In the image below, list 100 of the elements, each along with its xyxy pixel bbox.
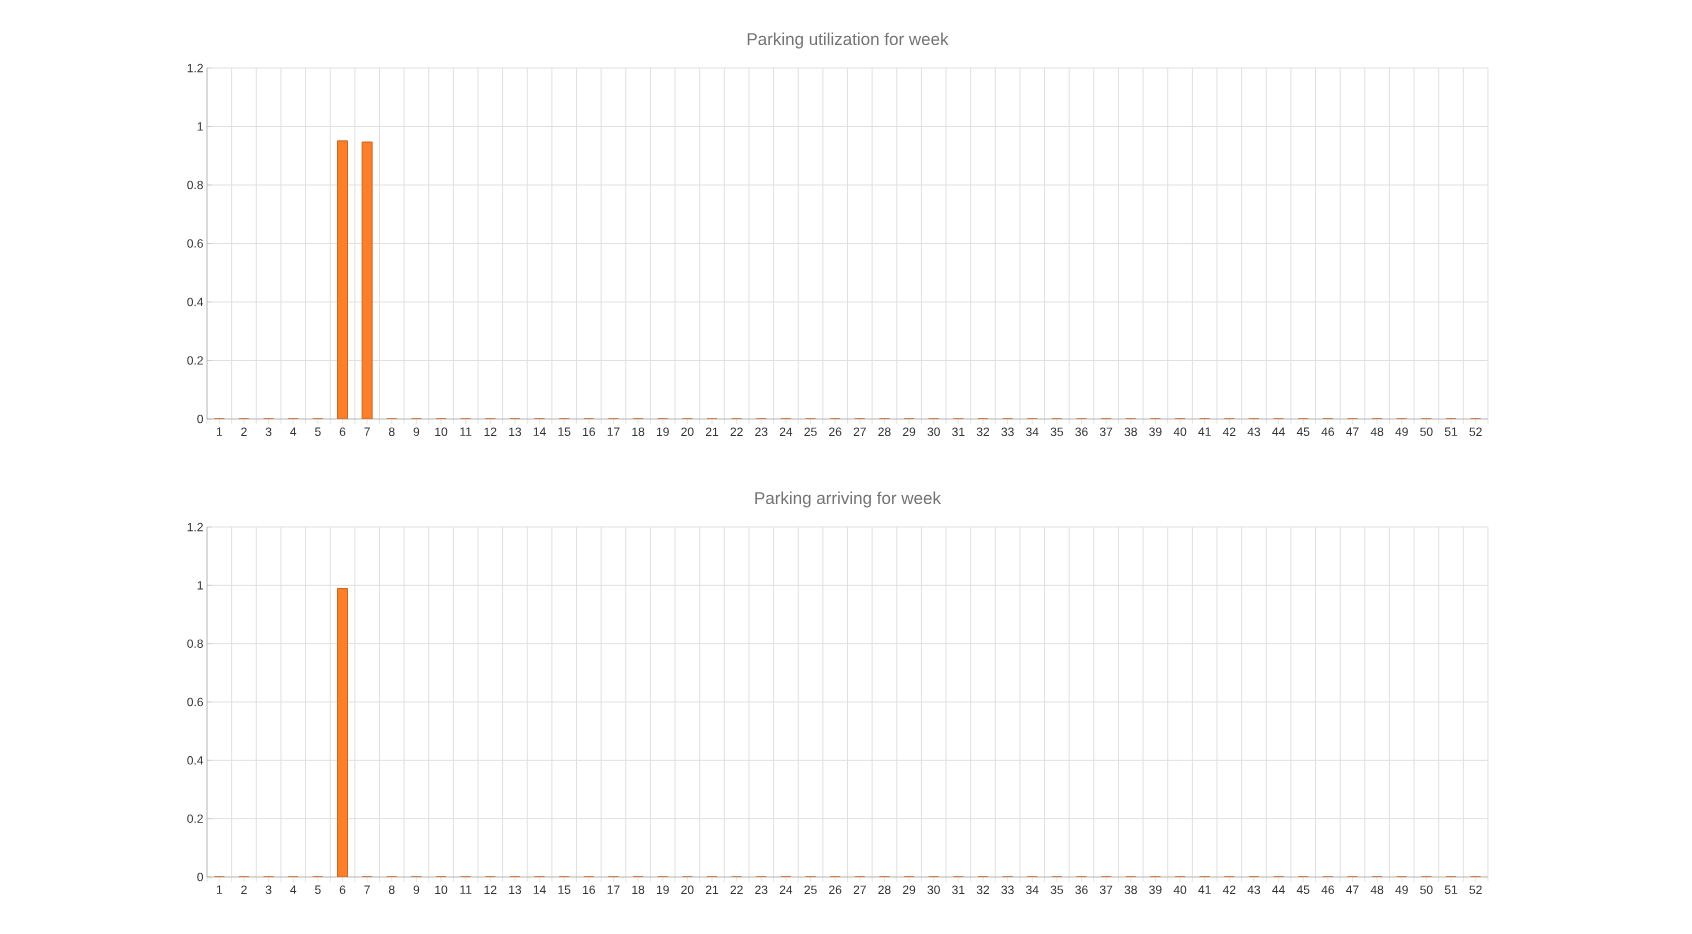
y-tick-label: 1.2 bbox=[187, 63, 203, 73]
x-tick-label: 11 bbox=[460, 885, 472, 894]
x-tick-label: 36 bbox=[1075, 885, 1088, 895]
x-tick-label: 18 bbox=[632, 885, 645, 895]
x-tick-label: 50 bbox=[1420, 885, 1433, 895]
x-tick-label: 28 bbox=[878, 427, 891, 437]
y-tick-label: 0.8 bbox=[187, 639, 203, 648]
y-tick-label: 0.2 bbox=[187, 356, 203, 365]
x-tick-label: 46 bbox=[1321, 885, 1334, 895]
x-tick-label: 24 bbox=[779, 427, 793, 436]
x-tick-label: 7 bbox=[364, 885, 370, 894]
y-tick-label: 1.2 bbox=[187, 522, 203, 532]
x-tick-label: 16 bbox=[583, 885, 595, 895]
x-tick-label: 13 bbox=[509, 427, 522, 437]
x-tick-label: 43 bbox=[1247, 885, 1261, 895]
x-tick-label: 50 bbox=[1420, 427, 1433, 437]
x-tick-label: 17 bbox=[607, 427, 620, 436]
x-tick-label: 31 bbox=[952, 427, 965, 437]
x-tick-label: 37 bbox=[1099, 427, 1113, 437]
x-tick-label: 23 bbox=[755, 427, 768, 437]
x-tick-label: 14 bbox=[533, 885, 546, 894]
x-tick-label: 43 bbox=[1247, 427, 1261, 437]
x-tick-label: 52 bbox=[1469, 885, 1482, 895]
x-tick-label: 52 bbox=[1469, 427, 1482, 437]
x-tick-label: 8 bbox=[388, 885, 395, 895]
y-tick-label: 0.6 bbox=[187, 239, 203, 248]
x-tick-label: 42 bbox=[1222, 885, 1236, 894]
x-tick-label: 48 bbox=[1370, 885, 1384, 895]
x-tick-label: 32 bbox=[976, 427, 990, 437]
x-tick-label: 10 bbox=[435, 885, 448, 895]
x-tick-label: 6 bbox=[339, 427, 346, 437]
x-tick-label: 2 bbox=[241, 885, 247, 894]
x-tick-label: 35 bbox=[1050, 427, 1064, 437]
x-tick-label: 7 bbox=[364, 427, 370, 436]
x-tick-label: 26 bbox=[829, 427, 842, 437]
x-tick-label: 22 bbox=[730, 885, 743, 894]
x-tick-label: 11 bbox=[460, 427, 472, 436]
x-tick-label: 44 bbox=[1272, 885, 1285, 894]
x-tick-label: 30 bbox=[927, 427, 940, 437]
x-tick-label: 25 bbox=[804, 885, 817, 895]
x-tick-label: 14 bbox=[533, 427, 546, 436]
x-tick-label: 31 bbox=[952, 885, 965, 895]
x-tick-label: 40 bbox=[1173, 885, 1187, 895]
x-tick-label: 3 bbox=[265, 427, 272, 437]
x-tick-label: 32 bbox=[976, 885, 990, 895]
x-tick-label: 15 bbox=[558, 427, 571, 436]
chart-title: Parking utilization for week bbox=[747, 32, 949, 49]
x-tick-label: 44 bbox=[1272, 427, 1285, 436]
x-tick-label: 15 bbox=[558, 885, 571, 894]
x-tick-label: 17 bbox=[607, 885, 620, 894]
x-tick-label: 29 bbox=[902, 885, 916, 895]
x-tick-label: 6 bbox=[339, 885, 346, 895]
x-tick-label: 28 bbox=[878, 885, 891, 895]
x-tick-label: 26 bbox=[829, 885, 842, 895]
x-tick-label: 48 bbox=[1370, 427, 1384, 437]
x-tick-label: 13 bbox=[509, 885, 522, 895]
x-tick-label: 22 bbox=[730, 427, 743, 436]
x-tick-label: 1 bbox=[216, 885, 223, 894]
x-tick-label: 5 bbox=[315, 885, 321, 894]
y-tick-label: 0.4 bbox=[187, 756, 204, 765]
x-tick-label: 9 bbox=[413, 885, 420, 895]
x-tick-label: 25 bbox=[804, 427, 817, 437]
x-tick-label: 47 bbox=[1346, 427, 1359, 436]
x-tick-label: 47 bbox=[1346, 885, 1359, 894]
x-tick-label: 3 bbox=[265, 885, 272, 895]
x-tick-label: 4 bbox=[290, 427, 297, 436]
x-tick-label: 10 bbox=[435, 427, 448, 437]
x-tick-label: 24 bbox=[779, 885, 793, 894]
x-tick-label: 23 bbox=[755, 885, 768, 895]
x-tick-label: 41 bbox=[1198, 885, 1211, 894]
x-tick-label: 16 bbox=[583, 427, 595, 437]
x-tick-label: 21 bbox=[705, 427, 719, 436]
x-tick-label: 18 bbox=[632, 427, 645, 437]
x-tick-label: 36 bbox=[1075, 427, 1088, 437]
x-tick-label: 49 bbox=[1395, 885, 1408, 895]
x-tick-label: 12 bbox=[484, 427, 497, 436]
x-tick-label: 20 bbox=[681, 885, 694, 895]
x-tick-label: 4 bbox=[290, 885, 297, 894]
x-tick-label: 27 bbox=[853, 427, 866, 436]
y-tick-label: 0.4 bbox=[187, 297, 204, 307]
x-tick-label: 19 bbox=[656, 885, 669, 895]
y-tick-label: 1 bbox=[197, 122, 203, 131]
x-tick-label: 51 bbox=[1444, 427, 1458, 436]
x-tick-label: 12 bbox=[484, 885, 497, 894]
x-tick-label: 45 bbox=[1296, 427, 1310, 436]
x-tick-label: 20 bbox=[681, 427, 694, 437]
x-tick-label: 5 bbox=[315, 427, 321, 436]
x-tick-label: 9 bbox=[413, 427, 420, 437]
chart-title: Parking arriving for week bbox=[755, 491, 942, 508]
x-tick-label: 1 bbox=[216, 427, 223, 436]
x-tick-label: 51 bbox=[1444, 885, 1458, 894]
x-tick-label: 30 bbox=[927, 885, 940, 895]
y-tick-label: 0.2 bbox=[187, 814, 203, 823]
y-tick-label: 1 bbox=[197, 581, 203, 590]
x-tick-label: 29 bbox=[902, 427, 916, 437]
x-tick-label: 34 bbox=[1026, 885, 1039, 895]
x-tick-label: 21 bbox=[705, 885, 719, 894]
y-tick-label: 0 bbox=[197, 872, 204, 882]
y-tick-label: 0.8 bbox=[187, 180, 203, 190]
x-tick-label: 33 bbox=[1001, 885, 1014, 895]
